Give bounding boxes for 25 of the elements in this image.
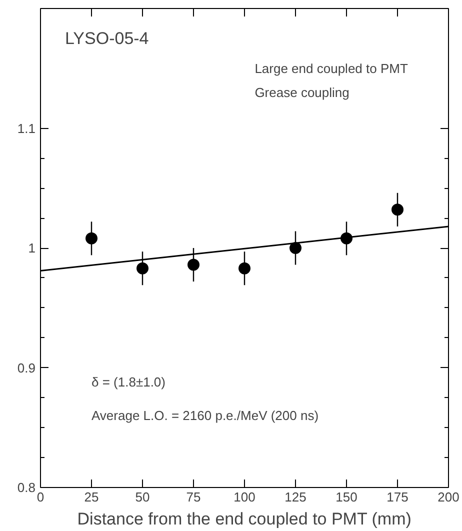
x-tick-label: 100 [234, 490, 256, 504]
x-axis-title: Distance from the end coupled to PMT (mm) [77, 510, 412, 528]
x-tick-label: 125 [284, 490, 306, 504]
y-tick-label: 0.8 [17, 480, 36, 495]
point [290, 242, 302, 254]
point [238, 262, 250, 274]
y-tick-label: 1.1 [17, 120, 36, 136]
x-tick-label: 25 [84, 490, 99, 504]
annotation: δ = (1.8±1.0) [92, 374, 166, 390]
y-tick-label: 1 [28, 240, 36, 256]
annotation: Large end coupled to PMT [254, 60, 408, 76]
y-tick-label: 0.9 [17, 360, 36, 376]
x-tick-label: 175 [386, 490, 408, 504]
point [86, 232, 98, 244]
x-tick-label: 50 [135, 490, 150, 504]
text: LYSO-05-4 [64, 28, 149, 48]
point [136, 262, 148, 274]
point [188, 258, 200, 271]
annotation: Grease coupling [254, 84, 350, 100]
point [392, 204, 404, 216]
x-tick-label: 0 [36, 490, 44, 504]
x-tick-label: 200 [438, 490, 460, 504]
x-tick-label: 75 [186, 490, 201, 504]
x-tick-label: 150 [336, 490, 358, 504]
annotation: Average L.O. = 2160 p.e./MeV (200 ns) [92, 408, 319, 424]
